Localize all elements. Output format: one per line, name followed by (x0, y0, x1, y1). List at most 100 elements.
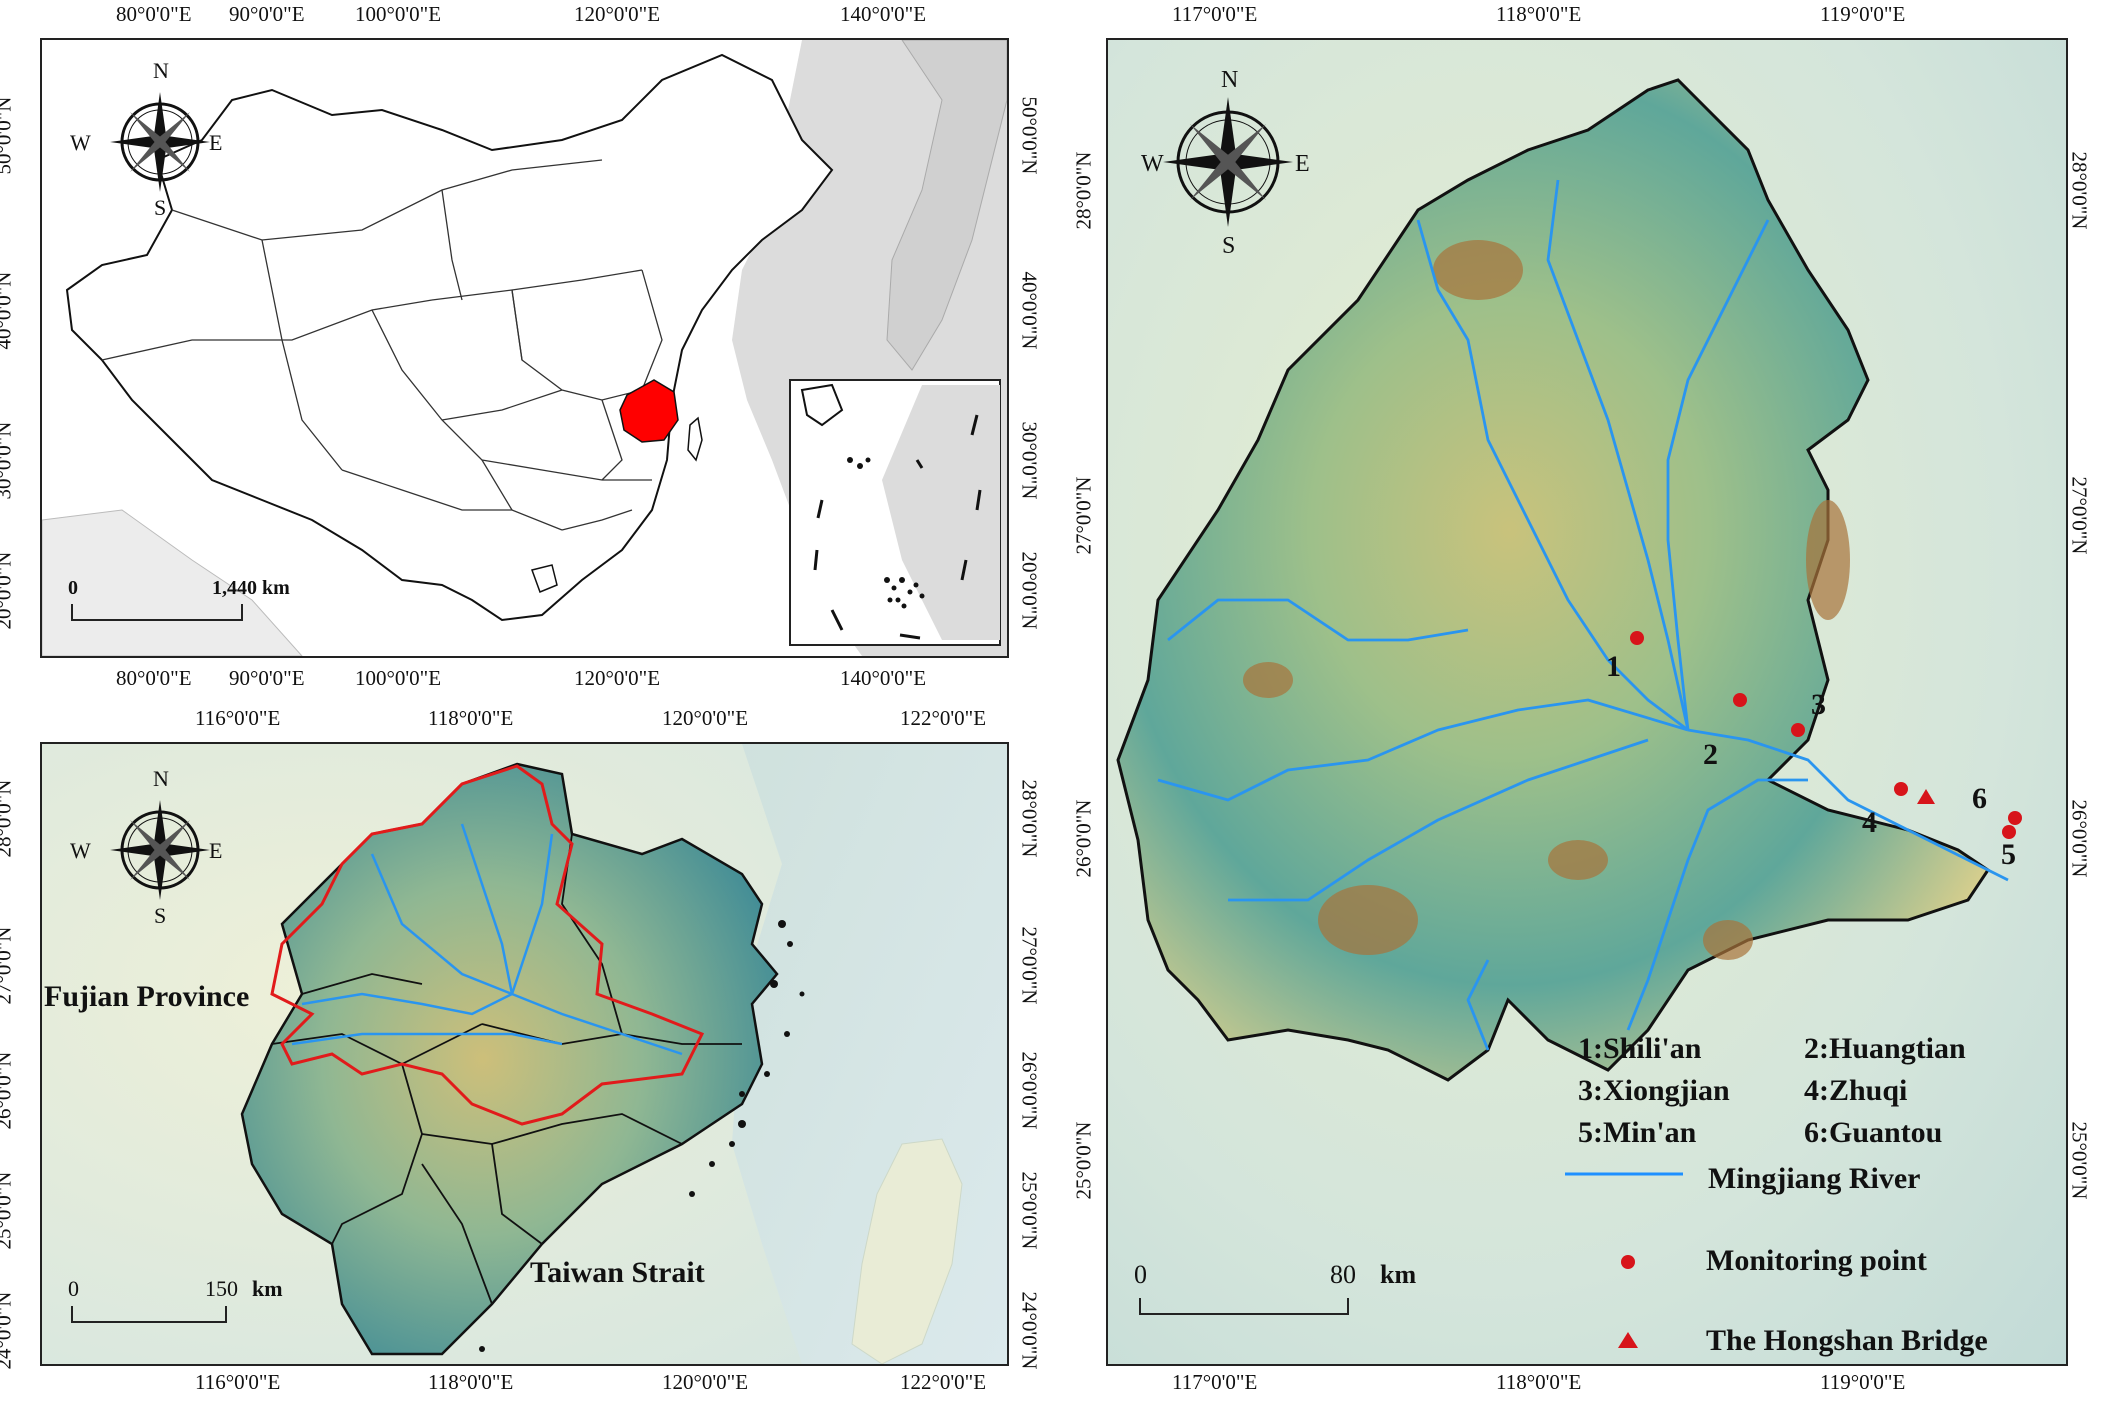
lat-tick-left: 26°0'0"N (0, 1051, 16, 1130)
lon-tick-bottom: 116°0'0"E (195, 1370, 281, 1394)
basin-map-frame (1106, 38, 2068, 1366)
lon-tick-bottom: 80°0'0"E (116, 666, 192, 690)
legend-bridge-label: The Hongshan Bridge (1706, 1324, 1988, 1357)
compass-rose: N S W E (1141, 62, 1310, 258)
lat-tick-right: 20°0'0"N (1017, 551, 1042, 630)
lat-tick-right: 26°0'0"N (2067, 799, 2092, 878)
point-label-2: 2 (1703, 738, 1718, 771)
scale-bar (1139, 1298, 1349, 1315)
lat-tick-left: 28°0'0"N (1071, 151, 1096, 230)
lon-tick-bottom: 140°0'0"E (840, 666, 927, 690)
lon-tick-top: 100°0'0"E (355, 2, 442, 26)
scale-end: 150 (205, 1276, 238, 1301)
point-label-5: 5 (2001, 838, 2016, 871)
lon-tick-bottom: 120°0'0"E (662, 1370, 749, 1394)
legend-station-5: 5:Min'an (1578, 1116, 1697, 1149)
coastal-islands (479, 920, 805, 1352)
scale-bar (71, 604, 243, 621)
compass-w: W (70, 838, 91, 863)
legend-bridge-swatch (1618, 1332, 1638, 1348)
compass-n: N (153, 58, 169, 83)
inset-dashes (813, 414, 982, 640)
japan-land (886, 40, 1007, 371)
legend-station-1: 1:Shili'an (1578, 1032, 1702, 1065)
legend-station-2: 2:Huangtian (1804, 1032, 1966, 1065)
lat-tick-right: 40°0'0"N (1017, 271, 1042, 350)
lon-tick-bottom: 122°0'0"E (900, 1370, 987, 1394)
lon-tick-top: 119°0'0"E (1820, 2, 1906, 26)
scale-unit: km (1380, 1260, 1417, 1289)
lon-tick-top: 118°0'0"E (1496, 2, 1582, 26)
compass-e: E (1295, 151, 1310, 177)
legend-station-3: 3:Xiongjian (1578, 1074, 1730, 1107)
lat-tick-right: 25°0'0"N (2067, 1121, 2092, 1200)
point-label-6: 6 (1972, 782, 1987, 815)
compass-w: W (70, 130, 91, 155)
lon-tick-bottom: 118°0'0"E (1496, 1370, 1582, 1394)
legend-station-6: 6:Guantou (1804, 1116, 1943, 1149)
lon-tick-top: 120°0'0"E (662, 706, 749, 730)
monitoring-point-5 (2002, 825, 2016, 839)
inset-hainan (800, 383, 844, 427)
lat-tick-left: 30°0'0"N (0, 421, 16, 500)
lon-tick-top: 90°0'0"E (229, 2, 305, 26)
monitoring-point-6 (2008, 811, 2022, 825)
taiwan-island (687, 416, 703, 462)
scale-end: 80 (1330, 1260, 1356, 1289)
basin-map-svg (1108, 40, 2066, 1364)
fujian-province-label: Fujian Province (44, 980, 250, 1013)
lon-tick-top: 116°0'0"E (195, 706, 281, 730)
monitoring-point-4 (1894, 782, 1908, 796)
lat-tick-right: 26°0'0"N (1017, 1051, 1042, 1130)
monitoring-points (1630, 631, 2022, 839)
scale-unit: km (252, 1276, 283, 1301)
point-label-1: 1 (1606, 650, 1621, 683)
legend-river-swatch (1565, 1172, 1683, 1176)
lat-tick-left: 24°0'0"N (0, 1291, 16, 1370)
compass-e: E (209, 838, 223, 863)
compass-rose: N S W E (70, 58, 225, 219)
lat-tick-left: 25°0'0"N (0, 1171, 16, 1250)
scale-start: 0 (68, 1276, 79, 1301)
scale-start: 0 (68, 577, 78, 599)
lon-tick-bottom: 117°0'0"E (1172, 1370, 1258, 1394)
lon-tick-top: 80°0'0"E (116, 2, 192, 26)
basin-area (1116, 78, 1991, 1082)
compass-rose-icon (110, 92, 210, 192)
legend-monitoring-swatch (1621, 1255, 1635, 1269)
taiwan-island (851, 1138, 963, 1364)
lon-tick-top: 120°0'0"E (574, 2, 661, 26)
lat-tick-right: 50°0'0"N (1017, 96, 1042, 175)
legend-river-label: Mingjiang River (1708, 1162, 1921, 1195)
river-network (291, 823, 683, 1056)
hongshan-bridge-marker (1917, 789, 1935, 804)
lat-tick-left: 20°0'0"N (0, 551, 16, 630)
lat-tick-right: 28°0'0"N (1017, 779, 1042, 858)
compass-s: S (154, 903, 167, 928)
lat-tick-left: 26°0'0"N (1071, 799, 1096, 878)
legend-monitoring-label: Monitoring point (1706, 1244, 1927, 1277)
lat-tick-left: 28°0'0"N (0, 779, 16, 858)
compass-rose: N S W E (70, 766, 225, 927)
lat-tick-right: 30°0'0"N (1017, 421, 1042, 500)
minjiang-basin-outline (270, 764, 705, 1126)
point-label-4: 4 (1862, 806, 1877, 839)
province-boundaries (101, 159, 663, 531)
fujian-highlight (619, 379, 679, 443)
compass-rose-icon (1163, 97, 1293, 227)
scale-end: 1,440 km (212, 577, 290, 599)
lon-tick-top: 118°0'0"E (428, 706, 514, 730)
lat-tick-right: 25°0'0"N (1017, 1171, 1042, 1250)
lon-tick-top: 140°0'0"E (840, 2, 927, 26)
lon-tick-bottom: 100°0'0"E (355, 666, 442, 690)
fujian-map-frame (40, 742, 1009, 1366)
high-terrain (1243, 240, 1850, 960)
scale-bar (71, 1306, 227, 1323)
compass-n: N (153, 766, 169, 791)
legend-station-4: 4:Zhuqi (1804, 1074, 1908, 1107)
lon-tick-bottom: 90°0'0"E (229, 666, 305, 690)
city-boundaries (271, 833, 742, 1305)
hainan-island (531, 564, 558, 593)
taiwan-strait-label: Taiwan Strait (530, 1256, 705, 1289)
lat-tick-right: 24°0'0"N (1017, 1291, 1042, 1370)
